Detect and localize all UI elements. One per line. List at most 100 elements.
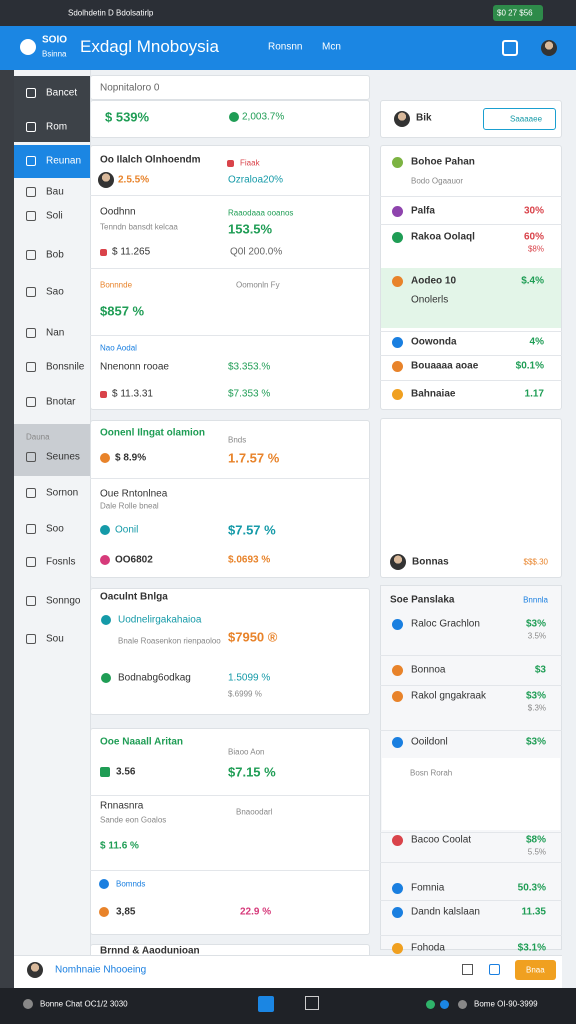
row3: OO6802 bbox=[115, 554, 153, 566]
divider bbox=[380, 224, 562, 225]
stat: $ 539% bbox=[105, 109, 150, 125]
list-value: 30% bbox=[523, 205, 544, 217]
row1: Uodnelirgakahaioa bbox=[118, 614, 202, 626]
sidebar-item[interactable]: Bancet bbox=[46, 87, 78, 99]
icon bbox=[99, 248, 107, 256]
sidebar-item[interactable]: Sao bbox=[46, 286, 64, 298]
icon bbox=[425, 999, 435, 1009]
app-icon[interactable] bbox=[305, 996, 319, 1010]
icon[interactable] bbox=[489, 964, 500, 975]
nav-item[interactable]: Mcn bbox=[322, 41, 341, 53]
right-value: 153.5% bbox=[228, 221, 273, 237]
sidebar-item[interactable]: Bob bbox=[46, 249, 64, 261]
icon bbox=[101, 615, 111, 625]
icon bbox=[26, 634, 36, 644]
list-item: Fohoda bbox=[411, 942, 445, 954]
title: Soe Panslaka bbox=[390, 594, 455, 606]
title: Oaculnt Bnlga bbox=[100, 591, 168, 603]
list-value: 11.35 bbox=[521, 906, 546, 918]
divider bbox=[380, 655, 562, 656]
card bbox=[90, 75, 370, 100]
list-item: Fomnia bbox=[411, 882, 445, 894]
icon bbox=[98, 172, 114, 188]
tag: Biaoo Aon bbox=[228, 747, 265, 757]
list-value: $3% bbox=[525, 618, 546, 630]
button[interactable] bbox=[483, 108, 556, 130]
row3: 3,85 bbox=[116, 906, 136, 918]
divider bbox=[90, 870, 370, 871]
tab-title: Sdolhdetin D Bdolsatirlp bbox=[68, 8, 154, 18]
label: Oodhnn bbox=[100, 206, 136, 218]
divider bbox=[90, 195, 370, 196]
sidebar-item[interactable]: Soli bbox=[46, 210, 63, 222]
icon bbox=[26, 88, 36, 98]
sidebar-item[interactable]: Sou bbox=[46, 633, 64, 645]
row2-value: 1.5099 % bbox=[228, 672, 271, 684]
right-label: Raaodaaa ooanos bbox=[228, 208, 294, 218]
sidebar-item[interactable]: Nan bbox=[46, 327, 65, 339]
icon bbox=[391, 388, 403, 400]
icon bbox=[391, 882, 403, 894]
list-item: Raloc Grachlon bbox=[411, 618, 480, 630]
list-value: $.3% bbox=[527, 703, 546, 713]
sidebar-item[interactable]: Fosnls bbox=[46, 556, 76, 568]
icon bbox=[26, 488, 36, 498]
list-sub: Bodo Ogaauor bbox=[411, 176, 464, 186]
card bbox=[380, 418, 562, 578]
icon[interactable] bbox=[462, 964, 473, 975]
icon bbox=[391, 156, 403, 168]
icon bbox=[26, 452, 36, 462]
button[interactable] bbox=[515, 960, 556, 980]
icon bbox=[26, 287, 36, 297]
divider bbox=[380, 380, 562, 381]
app-title: Exdagl Mnoboysia bbox=[80, 37, 219, 56]
icon bbox=[439, 999, 449, 1009]
icon bbox=[99, 879, 109, 889]
button[interactable]: Bnaa bbox=[526, 965, 545, 975]
list-item: Oowonda bbox=[411, 336, 457, 348]
sidebar-item[interactable]: Rom bbox=[46, 121, 68, 133]
chart-label: Bnaoodarl bbox=[236, 807, 273, 817]
icon bbox=[26, 122, 36, 132]
icon bbox=[391, 231, 403, 243]
row2: Bomnds bbox=[116, 879, 146, 889]
row1-value: $7950 ® bbox=[228, 629, 278, 645]
icon bbox=[391, 736, 403, 748]
divider bbox=[380, 862, 562, 863]
sidebar-item[interactable]: Reunan bbox=[46, 155, 82, 167]
icon bbox=[26, 362, 36, 372]
icon bbox=[26, 328, 36, 338]
row2-sub: $.6999 % bbox=[228, 689, 262, 699]
label: Rnnasnra bbox=[100, 800, 144, 812]
button[interactable]: Saaaaee bbox=[510, 114, 543, 124]
chart-footer-value: $$$.30 bbox=[523, 557, 548, 567]
badge bbox=[493, 5, 543, 21]
list-item: Palfa bbox=[411, 205, 435, 217]
nav-item[interactable]: Ronsnn bbox=[268, 41, 303, 53]
search-icon[interactable] bbox=[502, 40, 518, 56]
app-icon[interactable] bbox=[258, 996, 274, 1012]
icon bbox=[100, 555, 110, 565]
list-value: $0.1% bbox=[515, 360, 544, 372]
sidebar-item[interactable]: Sornon bbox=[46, 487, 79, 499]
sidebar-item[interactable]: Bau bbox=[46, 186, 64, 198]
sidebar-item[interactable]: Seunes bbox=[46, 451, 80, 463]
sidebar-item[interactable]: Soo bbox=[46, 523, 64, 535]
sidebar-item[interactable]: Sonngo bbox=[46, 595, 81, 607]
icon bbox=[26, 156, 36, 166]
divider bbox=[90, 268, 370, 269]
sidebar-item[interactable]: Bnotar bbox=[46, 396, 76, 408]
divider bbox=[380, 900, 562, 901]
list-value: 4% bbox=[529, 336, 544, 348]
row1: 3.56 bbox=[116, 766, 136, 778]
icon bbox=[390, 554, 406, 570]
icon bbox=[20, 39, 36, 55]
sublabel: Tenndn bansdt kelcaa bbox=[100, 222, 178, 232]
sidebar-item[interactable]: Bonsnile bbox=[46, 361, 85, 373]
icon bbox=[26, 557, 36, 567]
logo: SOIO bbox=[42, 34, 68, 46]
icon bbox=[27, 962, 43, 978]
list-value: 5.5% bbox=[527, 847, 546, 857]
icon bbox=[26, 211, 36, 221]
list-value: $8% bbox=[525, 834, 546, 846]
